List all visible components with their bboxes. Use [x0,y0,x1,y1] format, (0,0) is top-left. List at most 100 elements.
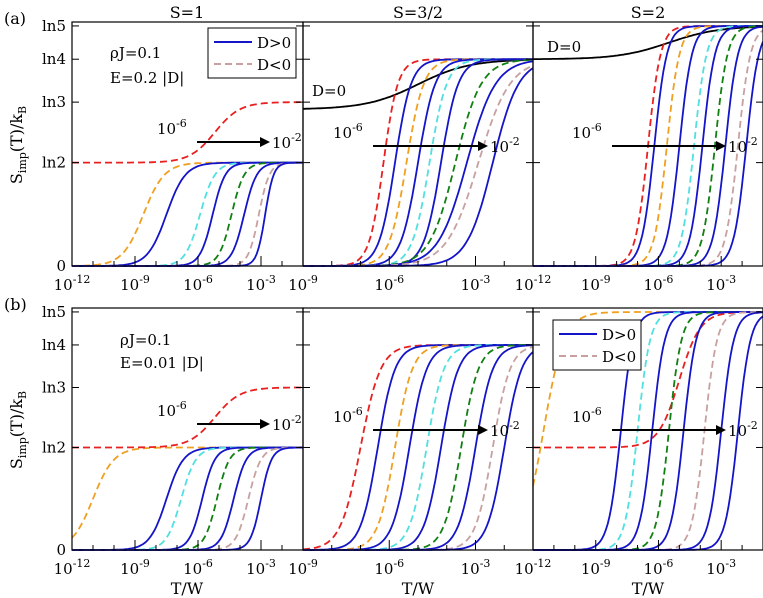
series-line-b-S=3/2-0 [302,344,533,551]
column-title-s2: S=2 [631,3,666,22]
param-rhoj-a: ρJ=0.1 [110,44,161,62]
series-line-b-S=1-1 [72,446,303,551]
x-tick-label-b-S=2-3: 10-3 [706,557,736,578]
svg-text:Simp(T)/kB: Simp(T)/kB [7,391,29,469]
arrow-head-a-S=2 [716,141,726,151]
arrow-end-label-a-S=2: 10-2 [728,135,758,156]
y-tick-label-b-S=1-2: ln3 [42,378,66,396]
arrow-head-b-S=1 [260,419,270,429]
ylabel-rest-sub: B [16,106,29,114]
x-tick-label-a-S=2-0: 10-12 [515,273,552,294]
x-tick-label-a-S=1-0: 10-12 [54,273,91,294]
x-tick-label-a-S=1-1: 10-9 [120,273,150,294]
x-axis-label-2: T/W [402,579,435,598]
series-line-b-S=3/2-1 [303,344,533,551]
y-tick-label-b-S=1-1: ln2 [42,438,66,456]
svg-text:Simp(T)/kB: Simp(T)/kB [7,106,29,184]
x-tick-label-b-S=2-0: 10-12 [515,557,552,578]
panel-b-S=3/2: 10-9 10-6 10-3 10-6 10-2 [288,307,534,578]
column-title-s32: S=3/2 [393,3,443,22]
series-line-b-S=1-7 [72,446,303,551]
plot-frame-b-S=1 [71,307,304,551]
ylabel-sub-b: imp [16,437,29,458]
panel-b-S=2: 10-12 10-9 10-6 10-3 10-6 10-2 [515,307,763,578]
arrow-start-label-a-S=1: 10-6 [157,117,187,138]
plot-frame-b-S=2 [532,307,763,551]
series-line-b-S=1-3 [72,446,303,551]
series-line-b-S=3/2-6 [303,344,533,551]
series-line-b-S=3/2-7 [303,344,534,551]
arrow-head-a-S=1 [260,137,270,147]
ylabel-rest-sub-b: B [16,391,29,399]
param-rhoj-b: ρJ=0.1 [120,331,171,349]
series-line-b-S=3/2-5 [303,344,533,551]
series-line-b-S=3/2-3 [303,344,533,551]
y-tick-label-a-S=1-4: ln5 [42,17,66,35]
x-tick-label-b-S=1-1: 10-9 [120,557,150,578]
x-tick-label-b-S=3/2-1: 10-6 [374,557,404,578]
legend-box-b [552,319,642,371]
series-line-a-S=2-0 [533,25,763,60]
param-e-a: E=0.2 |D| [110,69,184,87]
arrow-start-label-a-S=2: 10-6 [572,121,602,142]
x-tick-label-a-S=3/2-2: 10-3 [461,273,491,294]
arrow-end-label-a-S=1: 10-2 [272,131,302,152]
series-line-b-S=3/2-9 [303,351,534,551]
series-line-b-S=3/2-2 [303,344,533,551]
arrow-start-label-a-S=3/2: 10-6 [333,121,363,142]
arrow-head-a-S=3/2 [478,141,488,151]
y-tick-label-a-S=1-3: ln4 [42,50,66,68]
legend-box-a [207,27,297,79]
x-tick-label-a-S=1-2: 10-6 [183,273,213,294]
ylabel-main-b: S [7,458,26,469]
series-line-b-S=1-0 [71,446,303,539]
x-tick-label-a-S=2-3: 10-3 [706,273,736,294]
series-line-b-S=1-5 [72,446,303,551]
y-tick-label-a-S=1-1: ln2 [42,154,66,172]
series-line-a-S=1-8 [72,101,303,164]
x-axis-label-3: T/W [632,579,665,598]
x-tick-label-a-S=1-3: 10-3 [246,273,276,294]
x-tick-label-b-S=1-0: 10-12 [54,557,91,578]
x-tick-label-b-S=1-3: 10-3 [246,557,276,578]
column-title-s1: S=1 [170,3,205,22]
ylabel-rest-b: (T)/k [7,399,26,438]
panel-b-S=1: 0 ln2 ln3 ln4 ln5 10-12 10-9 10-6 10-3 10-6 10-2 [42,303,304,578]
row-label-b: (b) [4,295,27,314]
series-line-b-S=1-2 [72,446,303,551]
series-line-b-S=1-8 [72,386,303,449]
panel-a-S=1: 0 ln2 ln3 ln4 ln5 10-12 10-9 10-6 10-3 10-6 10-2 [42,17,304,294]
series-line-a-S=3/2-0 [303,58,534,110]
param-e-b: E=0.01 |D| [120,354,204,372]
x-tick-label-b-S=2-1: 10-9 [581,557,611,578]
x-tick-label-b-S=3/2-2: 10-3 [461,557,491,578]
series-line-b-S=2-0 [533,311,763,449]
arrow-start-label-b-S=2: 10-6 [572,405,602,426]
y-tick-label-a-S=1-2: ln3 [42,93,66,111]
arrow-end-label-b-S=2: 10-2 [728,419,758,440]
series-line-b-S=3/2-8 [303,346,534,551]
ylabel-rest: (T)/k [7,114,26,153]
y-tick-label-b-S=1-0: 0 [56,541,66,559]
series-line-b-S=3/2-4 [303,344,533,551]
series-line-b-S=1-6 [72,446,303,551]
x-tick-label-b-S=2-2: 10-6 [644,557,674,578]
y-tick-label-a-S=1-0: 0 [56,257,66,275]
panel-a-S=3/2: 10-9 10-6 10-3 10-6 10-2 [288,21,534,294]
y-tick-label-b-S=1-4: ln5 [42,303,66,321]
ylabel-main: S [7,173,26,184]
legend-label-positive-a: D>0 [257,34,291,52]
x-tick-label-b-S=3/2-0: 10-9 [288,557,318,578]
x-tick-label-a-S=2-1: 10-9 [581,273,611,294]
arrow-head-b-S=3/2 [478,425,488,435]
x-tick-label-a-S=2-2: 10-6 [644,273,674,294]
arrow-head-b-S=2 [716,425,726,435]
arrow-end-label-b-S=3/2: 10-2 [490,419,520,440]
legend-label-negative-a: D<0 [257,56,291,74]
d-zero-label-a2: D=0 [312,82,346,100]
x-tick-label-a-S=3/2-1: 10-6 [374,273,404,294]
x-tick-label-a-S=3/2-0: 10-9 [288,273,318,294]
arrow-end-label-a-S=3/2: 10-2 [490,135,520,156]
